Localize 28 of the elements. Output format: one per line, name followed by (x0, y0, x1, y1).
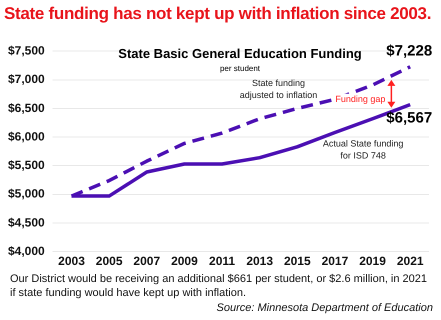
x-tick-label: 2009 (171, 254, 198, 268)
source-note: Source: Minnesota Department of Education (216, 302, 433, 314)
series-label: Actual State funding for ISD 748 (322, 138, 404, 161)
x-tick-label: 2007 (133, 254, 160, 268)
annotation: per student (218, 64, 262, 73)
y-tick-label: $7,000 (8, 72, 46, 86)
text: Our District would be receiving an additional $661 per student, or $2.6 million, in 2021 if state funding would have kept up with inflation. (10, 272, 428, 300)
y-tick-label: $7,500 (8, 44, 46, 58)
series-label: State funding adjusted to inflation (240, 78, 318, 100)
y-tick-label: $5,500 (8, 158, 46, 172)
y-tick-label: $5,000 (8, 186, 46, 201)
y-tick-label: $6,500 (8, 100, 46, 115)
x-tick-label: 2021 (396, 254, 424, 268)
x-tick-label: 2005 (96, 254, 123, 268)
x-tick-label: 2015 (284, 254, 311, 268)
chart-title: State funding has not kept up with inflation since 2003. (4, 4, 432, 24)
y-tick-label: $4,500 (8, 215, 46, 230)
annotation: Funding gap (335, 94, 386, 104)
x-tick-label: 2017 (322, 254, 349, 268)
x-tick-label: 2019 (359, 254, 386, 268)
x-tick-label: 2011 (209, 254, 236, 268)
data-label: $7,228 (386, 42, 432, 60)
x-tick-label: 2013 (246, 254, 274, 268)
chart-subtitle: State Basic General Education Funding (118, 46, 362, 61)
x-tick-label: 2003 (58, 254, 86, 268)
data-label: $6,567 (386, 109, 432, 126)
y-tick-label: $4,000 (8, 244, 46, 258)
y-tick-label: $6,000 (8, 129, 46, 144)
